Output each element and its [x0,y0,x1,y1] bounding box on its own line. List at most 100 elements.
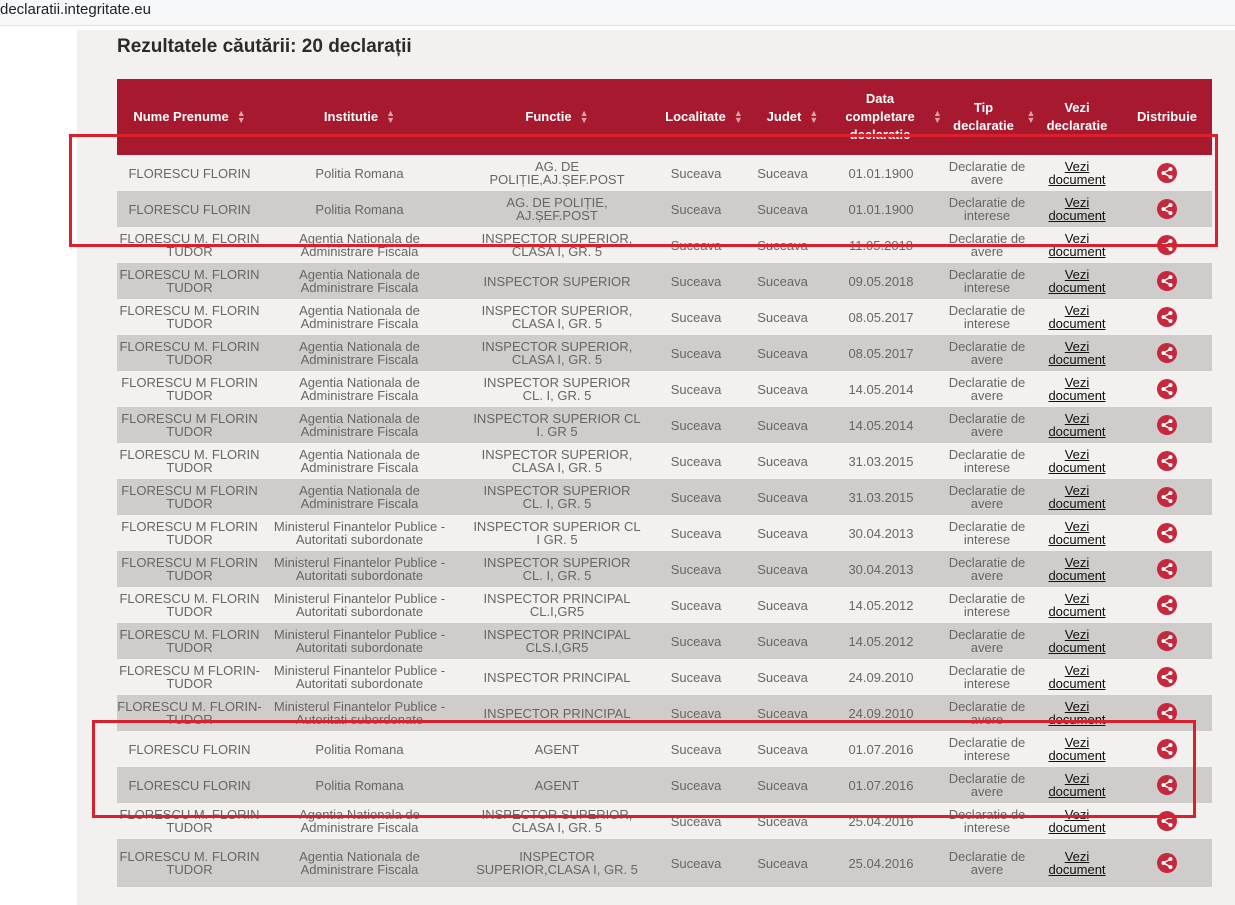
cell-text: FLORESCU M FLORIN TUDOR [121,483,258,511]
share-icon[interactable] [1157,667,1177,687]
share-icon[interactable] [1157,271,1177,291]
cell-vezi[interactable]: Vezi document [1037,623,1117,659]
view-document-link[interactable]: Vezi document [1048,591,1106,619]
share-icon[interactable] [1157,853,1177,873]
view-document-link[interactable]: Vezi document [1048,555,1106,583]
sort-icon: ▲ ▼ [579,108,589,125]
cell-text: Suceava [757,381,808,397]
cell-text: 25.04.2016 [848,855,914,871]
column-header-tip[interactable]: Tip declaratie ▲ ▼ [953,100,1036,133]
share-icon[interactable] [1157,415,1177,435]
column-header-data[interactable]: Data completare declaratie ▲ ▼ [845,91,942,142]
cell-vezi[interactable]: Vezi document [1037,191,1117,227]
cell-vezi[interactable]: Vezi document [1037,659,1117,695]
view-document-link[interactable]: Vezi document [1048,231,1106,259]
view-document-link[interactable]: Vezi document [1048,267,1106,295]
cell-vezi[interactable]: Vezi document [1037,767,1117,803]
view-document-link[interactable]: Vezi document [1048,303,1106,331]
view-document-link[interactable]: Vezi document [1048,447,1106,475]
cell-text: 31.03.2015 [848,453,914,469]
cell-localitate: Suceava [655,227,737,263]
cell-text: Declaratie de avere [948,849,1026,877]
share-icon[interactable] [1157,739,1177,759]
column-header-institutie[interactable]: Institutie ▲ ▼ [323,108,396,125]
share-icon[interactable] [1157,595,1177,615]
address-bar[interactable]: declaratii.integritate.eu [0,0,1235,26]
share-icon[interactable] [1157,775,1177,795]
cell-vezi[interactable]: Vezi document [1037,299,1117,335]
sort-icon: ▲ ▼ [733,108,743,125]
cell-text: INSPECTOR PRINCIPAL [483,669,631,685]
share-icon[interactable] [1157,487,1177,507]
cell-vezi[interactable]: Vezi document [1037,695,1117,731]
view-document-link[interactable]: Vezi document [1048,735,1106,763]
cell-text: Agentia Nationala de Administrare Fiscal… [299,267,420,295]
cell-text: INSPECTOR PRINCIPAL CLS.I,GR5 [483,627,631,655]
column-header-localitate[interactable]: Localitate ▲ ▼ [665,108,743,125]
cell-judet: Suceava [745,371,820,407]
view-document-link[interactable]: Vezi document [1048,771,1106,799]
cell-nume: FLORESCU M. FLORIN TUDOR [117,263,262,299]
cell-vezi[interactable]: Vezi document [1037,371,1117,407]
view-document-link[interactable]: Vezi document [1048,519,1106,547]
cell-vezi[interactable]: Vezi document [1037,515,1117,551]
cell-text: 14.05.2012 [848,633,914,649]
cell-vezi[interactable]: Vezi document [1037,155,1117,191]
cell-text: Declaratie de interese [948,519,1026,547]
share-icon[interactable] [1157,703,1177,723]
view-document-link[interactable]: Vezi document [1048,375,1106,403]
cell-data: 08.05.2017 [831,299,931,335]
cell-text: INSPECTOR SUPERIOR [483,273,631,289]
share-icon[interactable] [1157,163,1177,183]
cell-vezi[interactable]: Vezi document [1037,551,1117,587]
view-document-link[interactable]: Vezi document [1048,159,1106,187]
share-icon[interactable] [1157,379,1177,399]
cell-vezi[interactable]: Vezi document [1037,479,1117,515]
cell-nume: FLORESCU M FLORIN TUDOR [117,479,262,515]
column-header-nume[interactable]: Nume Prenume ▲ ▼ [133,108,246,125]
cell-tip: Declaratie de interese [947,263,1027,299]
cell-text: Declaratie de avere [948,699,1026,727]
share-icon[interactable] [1157,235,1177,255]
view-document-link[interactable]: Vezi document [1048,663,1106,691]
column-header-functie[interactable]: Functie ▲ ▼ [525,108,589,125]
view-document-link[interactable]: Vezi document [1048,411,1106,439]
cell-vezi[interactable]: Vezi document [1037,335,1117,371]
share-icon[interactable] [1157,631,1177,651]
cell-localitate: Suceava [655,839,737,887]
share-icon[interactable] [1157,307,1177,327]
cell-text: Agentia Nationala de Administrare Fiscal… [299,303,420,331]
cell-text: Ministerul Finantelor Publice - Autorita… [273,699,446,727]
cell-functie: INSPECTOR SUPERIOR, CLASA I, GR. 5 [472,227,642,263]
share-icon[interactable] [1157,523,1177,543]
cell-text: FLORESCU FLORIN [128,165,251,181]
cell-vezi[interactable]: Vezi document [1037,227,1117,263]
column-header-vezi: Vezi declaratie [1046,100,1108,133]
view-document-link[interactable]: Vezi document [1048,807,1106,835]
cell-distribuie [1122,803,1212,839]
share-icon[interactable] [1157,811,1177,831]
share-icon[interactable] [1157,343,1177,363]
view-document-link[interactable]: Vezi document [1048,699,1106,727]
cell-vezi[interactable]: Vezi document [1037,731,1117,767]
cell-text: Suceava [670,855,722,871]
column-header-judet[interactable]: Judet ▲ ▼ [766,108,819,125]
cell-functie: INSPECTOR PRINCIPAL CLS.I,GR5 [472,623,642,659]
view-document-link[interactable]: Vezi document [1048,627,1106,655]
cell-localitate: Suceava [655,803,737,839]
share-icon[interactable] [1157,559,1177,579]
cell-distribuie [1122,479,1212,515]
cell-vezi[interactable]: Vezi document [1037,407,1117,443]
view-document-link[interactable]: Vezi document [1048,849,1106,877]
view-document-link[interactable]: Vezi document [1048,483,1106,511]
cell-vezi[interactable]: Vezi document [1037,839,1117,887]
cell-vezi[interactable]: Vezi document [1037,443,1117,479]
view-document-link[interactable]: Vezi document [1048,339,1106,367]
cell-distribuie [1122,839,1212,887]
cell-vezi[interactable]: Vezi document [1037,263,1117,299]
cell-vezi[interactable]: Vezi document [1037,587,1117,623]
share-icon[interactable] [1157,451,1177,471]
view-document-link[interactable]: Vezi document [1048,195,1106,223]
cell-vezi[interactable]: Vezi document [1037,803,1117,839]
share-icon[interactable] [1157,199,1177,219]
